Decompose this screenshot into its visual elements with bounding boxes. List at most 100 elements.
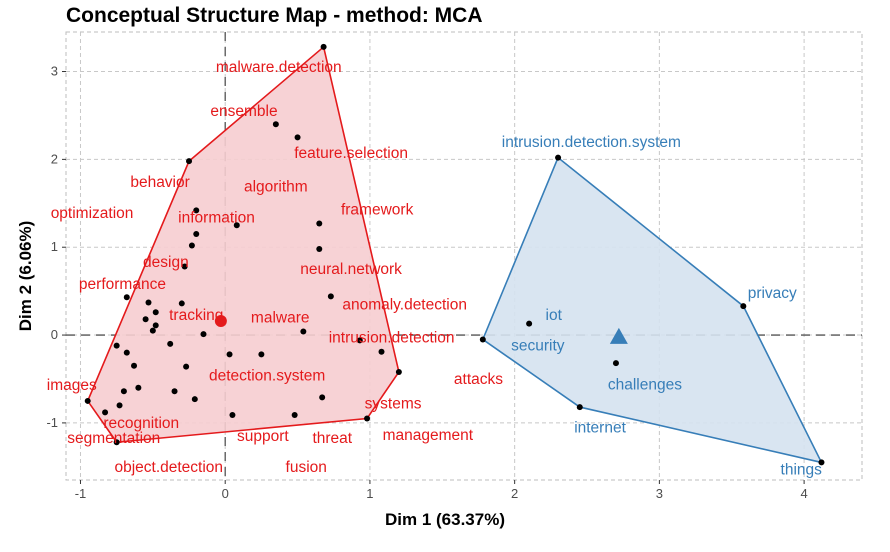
- data-point: [300, 328, 307, 335]
- data-point: [120, 388, 127, 395]
- cluster-centroid: [214, 315, 227, 328]
- y-tick-label: 2: [51, 151, 58, 166]
- data-point: [319, 394, 326, 401]
- point-label: malware: [251, 309, 310, 326]
- data-point: [142, 316, 149, 323]
- data-point: [229, 411, 236, 418]
- data-point: [116, 402, 123, 409]
- data-point: [123, 294, 130, 301]
- data-point: [123, 349, 130, 356]
- data-point: [84, 397, 91, 404]
- data-point: [193, 231, 200, 238]
- data-point: [479, 336, 486, 343]
- x-tick-label: 1: [366, 486, 373, 501]
- point-label: attacks: [454, 371, 503, 388]
- point-label: intrusion.detection.system: [502, 134, 681, 151]
- point-label: framework: [341, 201, 414, 218]
- point-label: feature.selection: [294, 145, 408, 162]
- cluster-2: intrusion.detection.system privacy iot secu…: [479, 134, 825, 478]
- cluster-hull: [481, 156, 823, 464]
- y-tick-label: -1: [46, 415, 58, 430]
- data-point: [356, 337, 363, 344]
- point-label: ensemble: [210, 103, 277, 120]
- data-point: [186, 158, 193, 165]
- data-point: [183, 363, 190, 370]
- data-point: [291, 411, 298, 418]
- data-point: [102, 409, 109, 416]
- data-point: [378, 348, 385, 355]
- data-point: [226, 351, 233, 358]
- point-label: optimization: [51, 205, 134, 222]
- data-point: [135, 384, 142, 391]
- data-point: [316, 245, 323, 252]
- point-label: support: [237, 428, 289, 445]
- point-label: segmentation: [67, 430, 160, 447]
- y-axis-label: Dim 2 (6.06%): [16, 220, 35, 332]
- data-point: [145, 299, 152, 306]
- x-tick-label: 2: [511, 486, 518, 501]
- data-point: [258, 351, 265, 358]
- data-point: [113, 342, 120, 349]
- cluster-centroid: [609, 327, 628, 344]
- point-label: fusion: [286, 459, 327, 476]
- point-label: anomaly.detection: [342, 296, 467, 313]
- point-label: internet: [574, 419, 626, 436]
- data-point: [200, 331, 207, 338]
- point-label: things: [781, 461, 823, 478]
- point-label: neural.network: [300, 261, 402, 278]
- point-label: images: [47, 377, 97, 394]
- data-point: [131, 362, 138, 369]
- chart-title: Conceptual Structure Map - method: MCA: [66, 4, 483, 27]
- point-label: security: [511, 338, 565, 355]
- point-label: algorithm: [244, 179, 308, 196]
- point-label: detection.system: [209, 367, 325, 384]
- x-tick-label: -1: [75, 486, 87, 501]
- point-label: management: [383, 427, 474, 444]
- y-tick-label: 3: [51, 64, 58, 79]
- x-tick-label: 3: [656, 486, 663, 501]
- data-point: [113, 439, 120, 446]
- data-point: [320, 43, 327, 50]
- x-tick-label: 4: [800, 486, 807, 501]
- data-point: [294, 134, 301, 141]
- data-point: [178, 300, 185, 307]
- data-point: [395, 368, 402, 375]
- data-point: [181, 263, 188, 270]
- data-point: [193, 207, 200, 214]
- x-tick-label: 0: [222, 486, 229, 501]
- data-point: [576, 404, 583, 411]
- point-label: intrusion.detection: [329, 330, 455, 347]
- data-point: [171, 388, 178, 395]
- y-tick-label: 1: [51, 239, 58, 254]
- x-axis-label: Dim 1 (63.37%): [385, 510, 505, 529]
- data-point: [233, 222, 240, 229]
- point-label: iot: [546, 307, 563, 324]
- point-label: information: [178, 209, 255, 226]
- data-point: [740, 303, 747, 310]
- point-label: recognition: [103, 415, 179, 432]
- point-label: challenges: [608, 376, 682, 393]
- point-label: privacy: [748, 285, 797, 302]
- point-label: tracking: [169, 307, 223, 324]
- data-point: [152, 309, 159, 316]
- data-point: [316, 220, 323, 227]
- point-label: design: [143, 254, 189, 271]
- point-label: threat: [312, 430, 352, 447]
- point-label: behavior: [130, 174, 189, 191]
- cluster-1: malware.detection ensemble feature.selecti…: [47, 43, 503, 476]
- y-tick-label: 0: [51, 327, 58, 342]
- data-point: [167, 340, 174, 347]
- data-point: [555, 154, 562, 161]
- data-point: [818, 459, 825, 466]
- data-point: [152, 322, 159, 329]
- point-label: malware.detection: [216, 59, 342, 76]
- data-point: [526, 320, 533, 327]
- data-point: [327, 293, 334, 300]
- data-point: [149, 327, 156, 334]
- data-point: [364, 415, 371, 422]
- data-point: [191, 396, 198, 403]
- data-point: [612, 360, 619, 367]
- data-point: [188, 242, 195, 249]
- point-label: systems: [365, 396, 422, 413]
